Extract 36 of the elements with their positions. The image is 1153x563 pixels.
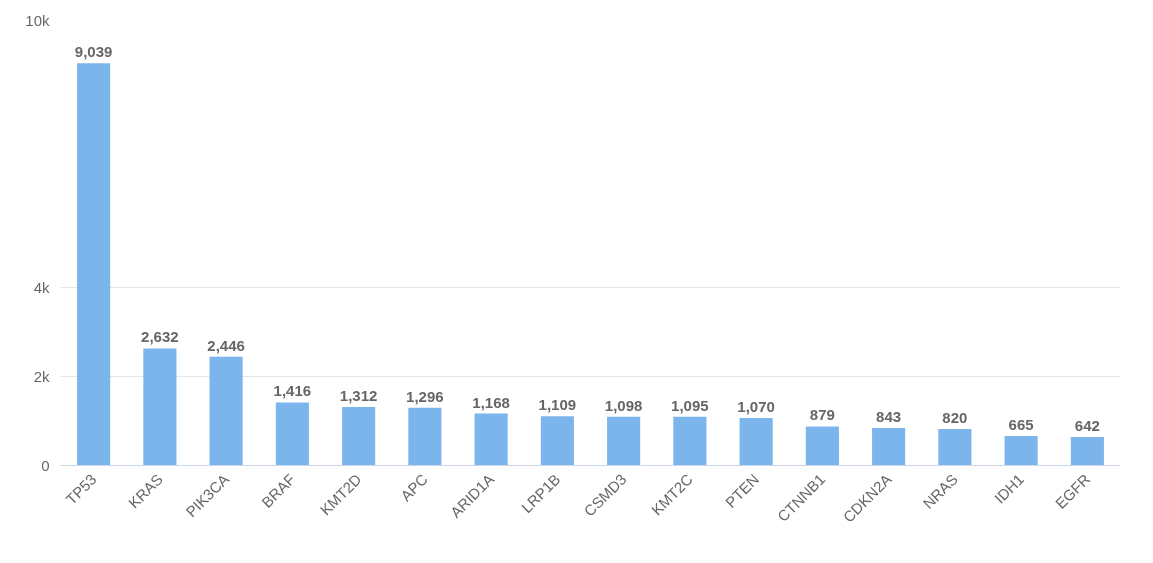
data-label: 1,168 xyxy=(472,393,510,411)
data-label: 1,296 xyxy=(406,387,444,405)
data-label: 9,039 xyxy=(74,43,113,61)
y-tick-label: 2k xyxy=(33,368,50,385)
bar xyxy=(739,417,773,466)
data-label: 879 xyxy=(809,406,835,424)
data-label: 843 xyxy=(876,407,902,425)
bar xyxy=(805,426,839,466)
bar xyxy=(77,63,111,466)
data-label: 1,070 xyxy=(737,397,775,415)
bar xyxy=(540,416,574,466)
bar xyxy=(1004,435,1038,466)
bar xyxy=(872,427,906,466)
data-label: 2,632 xyxy=(141,328,179,346)
data-label: 2,446 xyxy=(207,336,245,354)
bar xyxy=(209,356,243,466)
bar xyxy=(143,348,177,466)
data-label: 1,095 xyxy=(671,396,709,414)
bar xyxy=(275,402,309,466)
data-label: 820 xyxy=(942,409,968,427)
bar xyxy=(342,407,376,466)
bar xyxy=(673,416,707,466)
bar xyxy=(1070,436,1104,466)
data-label: 1,312 xyxy=(339,387,378,405)
data-label: 1,109 xyxy=(538,396,577,414)
y-tick-label: 10k xyxy=(25,12,50,29)
bar xyxy=(607,416,641,466)
data-label: 1,098 xyxy=(604,396,643,414)
bar xyxy=(938,429,972,466)
bar xyxy=(408,407,442,466)
data-label: 642 xyxy=(1074,416,1100,434)
data-label: 1,416 xyxy=(273,382,312,400)
y-tick-label: 4k xyxy=(33,279,50,296)
y-tick-label: 0 xyxy=(41,457,50,474)
bar xyxy=(474,413,508,466)
data-label: 665 xyxy=(1008,415,1034,433)
